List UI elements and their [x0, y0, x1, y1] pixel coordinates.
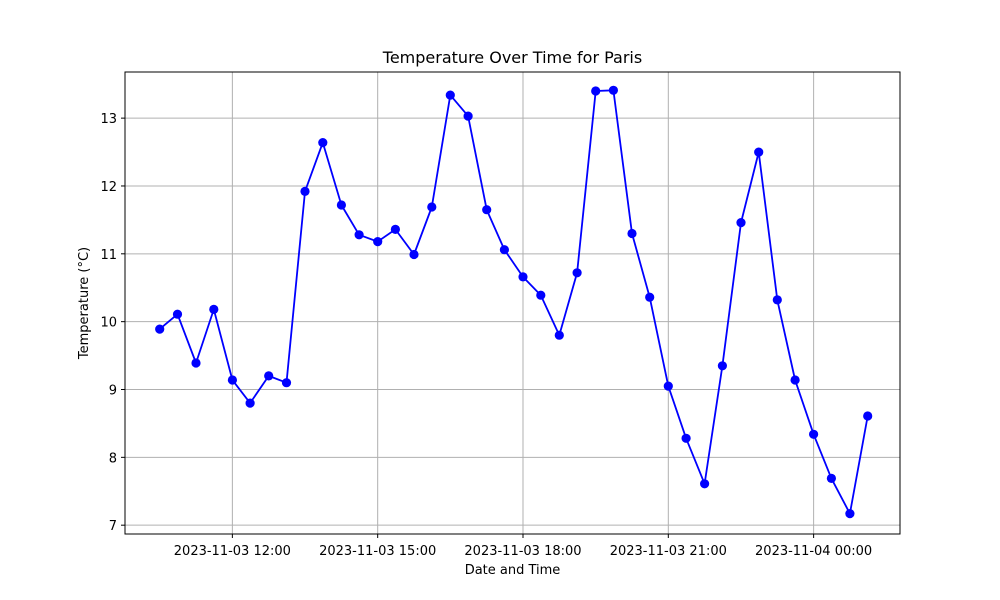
- chart-title: Temperature Over Time for Paris: [382, 48, 642, 67]
- data-point: [790, 375, 800, 385]
- data-point: [754, 147, 764, 157]
- data-point: [318, 138, 328, 148]
- data-point: [700, 479, 710, 489]
- data-point: [845, 508, 855, 519]
- x-tick-label: 2023-11-04 00:00: [755, 544, 872, 559]
- data-point: [463, 111, 473, 121]
- y-tick-label: 12: [100, 180, 117, 195]
- data-point: [736, 218, 746, 228]
- data-point: [336, 200, 346, 210]
- x-tick-label: 2023-11-03 15:00: [319, 544, 436, 559]
- x-tick-label: 2023-11-03 21:00: [610, 544, 727, 559]
- data-point: [572, 268, 582, 278]
- y-tick-label: 8: [109, 451, 117, 466]
- data-point: [227, 375, 237, 385]
- y-tick-label: 11: [100, 248, 117, 263]
- data-point: [681, 433, 691, 443]
- data-point: [536, 290, 546, 300]
- data-point: [826, 473, 837, 483]
- data-point: [554, 330, 564, 340]
- data-point: [245, 398, 255, 408]
- data-point: [627, 228, 637, 239]
- data-point: [281, 378, 292, 388]
- data-point: [717, 361, 728, 371]
- data-point: [373, 237, 383, 247]
- data-point: [427, 202, 437, 212]
- data-point: [863, 411, 873, 421]
- data-point: [772, 295, 782, 305]
- data-point: [354, 230, 364, 240]
- data-point: [172, 309, 183, 319]
- plot-frame: [124, 71, 901, 535]
- data-point: [445, 90, 455, 100]
- data-point: [608, 85, 619, 95]
- data-point: [300, 186, 310, 196]
- data-point: [645, 292, 655, 302]
- x-axis-label: Date and Time: [465, 563, 561, 578]
- data-point: [409, 249, 419, 260]
- data-point: [390, 224, 400, 234]
- data-point: [155, 324, 165, 334]
- x-tick-label: 2023-11-03 12:00: [174, 544, 291, 559]
- series-layer: [155, 85, 873, 519]
- series-line: [159, 89, 869, 515]
- data-point: [209, 304, 219, 314]
- y-tick-label: 13: [100, 112, 117, 127]
- y-tick-label: 9: [109, 383, 117, 398]
- data-point: [191, 358, 201, 368]
- y-tick-label: 7: [109, 519, 117, 534]
- data-point: [663, 381, 673, 391]
- data-point: [482, 205, 492, 215]
- y-axis: 7 8 9 10 11 12 13: [100, 112, 125, 534]
- x-axis: 2023-11-03 12:00 2023-11-03 15:00 2023-11-…: [174, 534, 872, 559]
- y-tick-label: 10: [100, 316, 117, 331]
- data-point: [591, 86, 601, 96]
- y-axis-label: Temperature (°C): [77, 247, 92, 360]
- data-point: [264, 371, 274, 381]
- data-point: [518, 272, 528, 282]
- data-point: [499, 245, 509, 255]
- x-tick-label: 2023-11-03 18:00: [464, 544, 581, 559]
- data-point: [809, 429, 819, 439]
